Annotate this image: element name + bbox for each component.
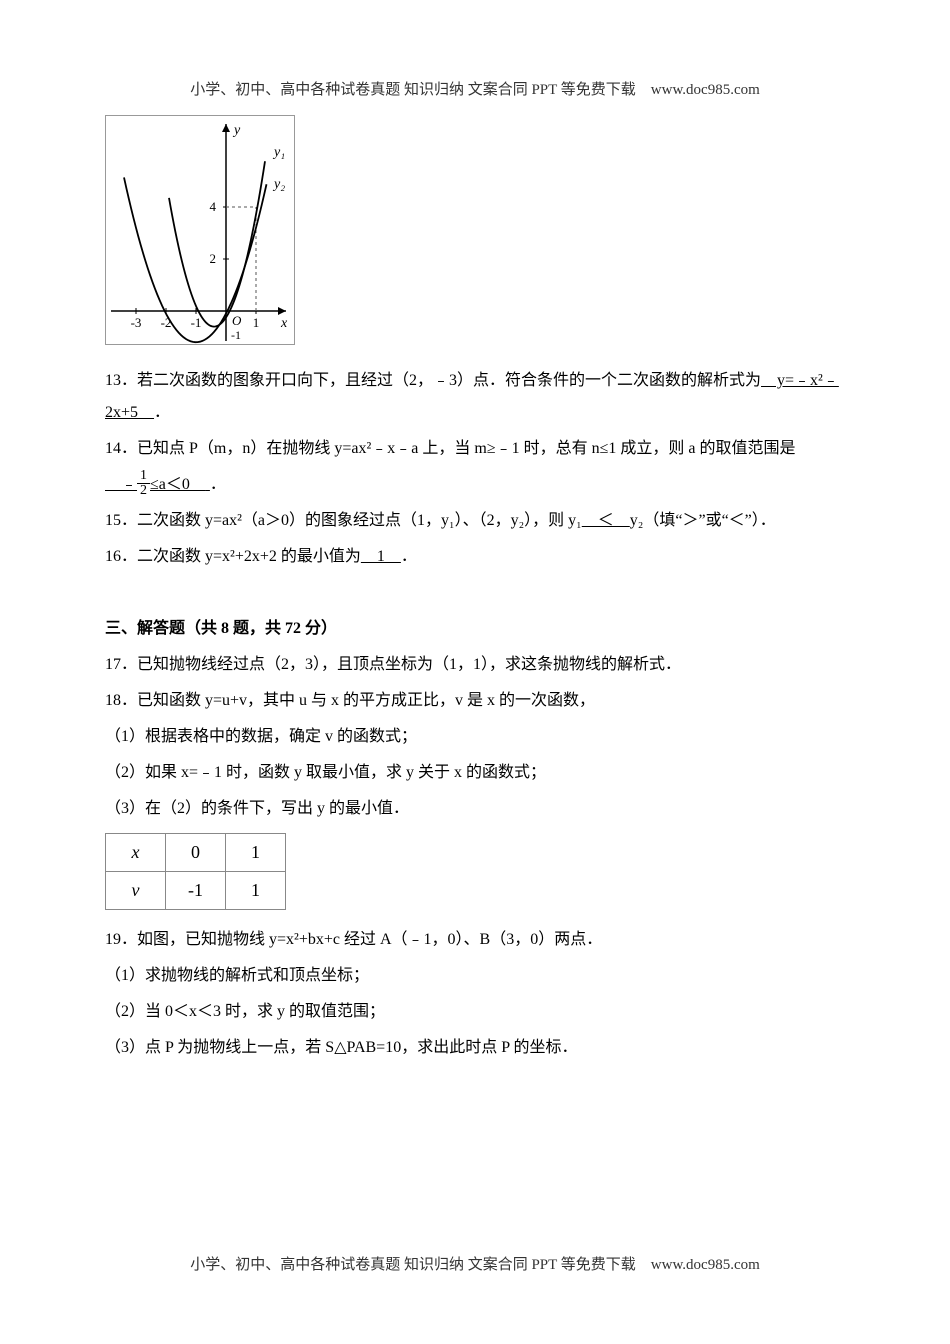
svg-text:y: y — [232, 123, 241, 138]
svg-text:-1: -1 — [191, 315, 202, 330]
cell-x-0: 0 — [166, 834, 226, 872]
cell-v-label: v — [106, 872, 166, 910]
q19-l3: （3）点 P 为抛物线上一点，若 S△PAB=10，求出此时点 P 的坐标． — [105, 1032, 845, 1064]
q14-line1: 14．已知点 P（m，n）在抛物线 y=ax²﹣x﹣a 上，当 m≥﹣1 时，总… — [105, 433, 845, 465]
cell-v-1: 1 — [226, 872, 286, 910]
q13: 13．若二次函数的图象开口向下，且经过（2，﹣3）点．符合条件的一个二次函数的解… — [105, 365, 845, 429]
q15: 15．二次函数 y=ax²（a＞0）的图象经过点（1，y₁）、（2，y₂），则 … — [105, 505, 845, 537]
svg-text:O: O — [232, 313, 242, 328]
q15-text-a: 15．二次函数 y=ax²（a＞0）的图象经过点（1，y₁）、（2，y₂），则 … — [105, 512, 582, 529]
content-area: -3-2-1124Oxy-1y₁y₂ 13．若二次函数的图象开口向下，且经过（2… — [105, 115, 845, 1068]
q18-l2: （2）如果 x=﹣1 时，函数 y 取最小值，求 y 关于 x 的函数式； — [105, 757, 845, 789]
graph-q12: -3 -2 -1 1 2 4 Ox y -1 y₁ y₂ — [105, 115, 295, 345]
cell-x-label: x — [106, 834, 166, 872]
q18-table: x 0 1 v -1 1 — [105, 833, 286, 910]
q14-answer: ﹣12≤a＜0 — [105, 476, 210, 493]
svg-text:x: x — [280, 316, 288, 331]
svg-text:4: 4 — [210, 199, 217, 214]
q14-answer-line: ﹣12≤a＜0 ． — [105, 469, 845, 501]
svg-text:y₂: y₂ — [272, 177, 285, 192]
svg-text:y₁: y₁ — [272, 145, 285, 160]
cell-x-1: 1 — [226, 834, 286, 872]
q16: 16．二次函数 y=x²+2x+2 的最小值为 1 ． — [105, 541, 845, 573]
cell-v-0: -1 — [166, 872, 226, 910]
q15-answer: ＜ — [582, 512, 630, 529]
parabola-graph: -3 -2 -1 1 2 4 Ox y -1 y₁ y₂ — [106, 116, 296, 346]
table-row: x 0 1 — [106, 834, 286, 872]
blank-gap — [105, 577, 845, 609]
q14-period: ． — [210, 476, 226, 493]
q16-text: 16．二次函数 y=x²+2x+2 的最小值为 — [105, 548, 361, 565]
q17: 17．已知抛物线经过点（2，3），且顶点坐标为（1，1），求这条抛物线的解析式． — [105, 649, 845, 681]
q19-l2: （2）当 0＜x＜3 时，求 y 的取值范围； — [105, 996, 845, 1028]
frac-num: 1 — [137, 469, 150, 484]
section-3-title: 三、解答题（共 8 题，共 72 分） — [105, 613, 845, 645]
q13-text: 13．若二次函数的图象开口向下，且经过（2，﹣3）点．符合条件的一个二次函数的解… — [105, 372, 761, 389]
frac-den: 2 — [137, 484, 150, 498]
q14-ans-suffix: ≤a＜0 — [150, 476, 206, 493]
q16-suffix: ． — [401, 548, 417, 565]
svg-text:-3: -3 — [131, 315, 142, 330]
q19-l0: 19．如图，已知抛物线 y=x²+bx+c 经过 A（﹣1，0）、B（3，0）两… — [105, 924, 845, 956]
page-footer: 小学、初中、高中各种试卷真题 知识归纳 文案合同 PPT 等免费下载 www.d… — [0, 1253, 950, 1274]
page-header: 小学、初中、高中各种试卷真题 知识归纳 文案合同 PPT 等免费下载 www.d… — [0, 78, 950, 99]
q14-ans-prefix: ﹣ — [105, 476, 137, 493]
q14-fraction: 12 — [137, 469, 150, 498]
svg-text:1: 1 — [253, 315, 260, 330]
q19-l1: （1）求抛物线的解析式和顶点坐标； — [105, 960, 845, 992]
q16-answer: 1 — [361, 548, 401, 565]
svg-text:-1: -1 — [231, 328, 241, 342]
svg-text:2: 2 — [210, 251, 217, 266]
table-row: v -1 1 — [106, 872, 286, 910]
q15-text-b: y₂（填“＞”或“＜”）． — [630, 512, 776, 529]
q18-l1: （1）根据表格中的数据，确定 v 的函数式； — [105, 721, 845, 753]
svg-text:-2: -2 — [161, 315, 172, 330]
q13-period: ． — [154, 404, 170, 421]
q18-l0: 18．已知函数 y=u+v，其中 u 与 x 的平方成正比，v 是 x 的一次函… — [105, 685, 845, 717]
q18-l3: （3）在（2）的条件下，写出 y 的最小值． — [105, 793, 845, 825]
